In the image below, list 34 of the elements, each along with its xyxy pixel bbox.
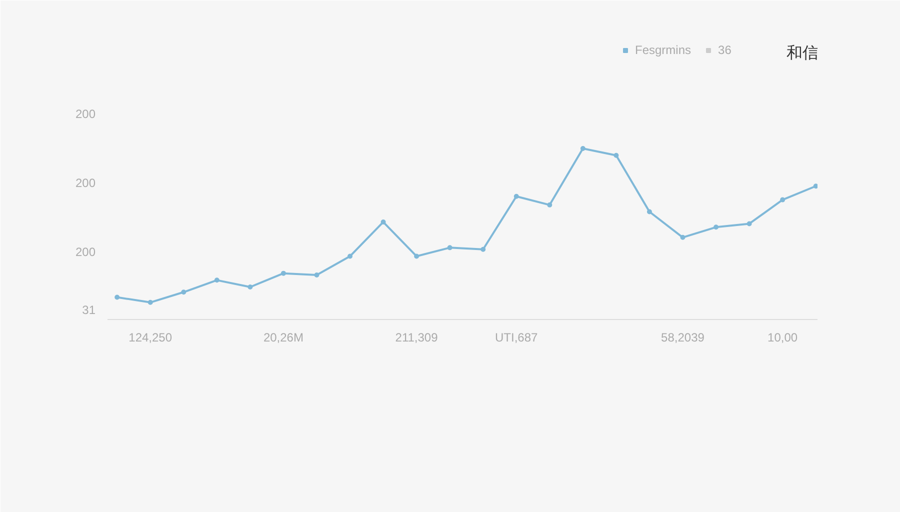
annotation: 200	[75, 245, 96, 259]
point	[248, 284, 253, 290]
annotation: 200	[75, 176, 96, 190]
point	[181, 290, 186, 295]
point	[480, 246, 486, 252]
x-tick-label: 58,2039	[661, 330, 705, 344]
point	[514, 194, 519, 199]
point	[114, 294, 120, 300]
legend-label: Fesgrmins	[635, 43, 692, 57]
x-tick-label: UTI,687	[495, 330, 538, 344]
point	[646, 209, 652, 214]
point	[680, 234, 686, 240]
point	[714, 224, 719, 230]
point	[314, 272, 320, 278]
point	[614, 152, 619, 158]
annotation: 31	[82, 303, 96, 317]
point	[813, 184, 818, 189]
point	[547, 202, 552, 208]
point	[580, 146, 586, 151]
x-tick-label: 211,309	[395, 330, 438, 344]
point	[214, 278, 220, 283]
point	[348, 254, 352, 259]
legend-label: 36	[718, 43, 732, 57]
point	[746, 221, 752, 226]
point	[414, 254, 420, 259]
point	[280, 270, 286, 276]
point	[780, 197, 786, 202]
x-tick-label: 20,26M	[263, 330, 304, 344]
x-tick-label: 124,250	[128, 330, 172, 344]
point	[380, 220, 386, 225]
point	[148, 300, 153, 305]
point	[447, 245, 452, 250]
x-tick-label: 10,00	[768, 330, 798, 344]
text: 200	[75, 107, 96, 121]
